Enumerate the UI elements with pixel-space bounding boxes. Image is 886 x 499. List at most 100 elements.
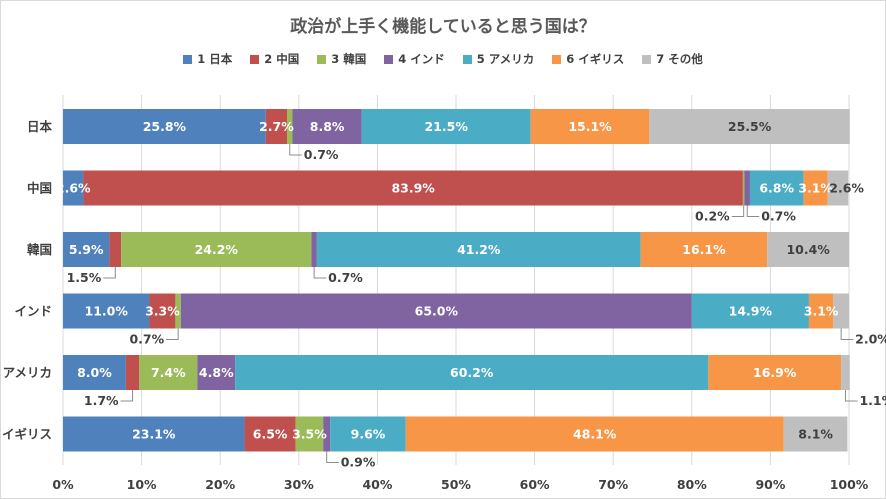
bar-segment bbox=[744, 170, 750, 206]
data-label: 0.7% bbox=[129, 332, 164, 347]
bar-segment bbox=[139, 355, 198, 390]
bar-segment bbox=[742, 170, 745, 206]
legend-label: 3 韓国 bbox=[331, 52, 367, 66]
data-label: 2.6% bbox=[56, 181, 91, 196]
legend-label: 4 インド bbox=[398, 52, 445, 66]
bar-segment bbox=[180, 293, 692, 329]
legend-swatch bbox=[384, 54, 394, 64]
data-label: 7.4% bbox=[151, 365, 186, 380]
data-label: 3.1% bbox=[804, 304, 839, 319]
bar-segment bbox=[292, 109, 362, 144]
bar-segment bbox=[361, 109, 531, 144]
x-tick-label: 10% bbox=[127, 477, 157, 492]
legend-label: 2 中国 bbox=[264, 52, 300, 66]
x-tick-label: 100% bbox=[830, 477, 869, 492]
bar-segment bbox=[63, 170, 84, 206]
bar-segment bbox=[330, 416, 406, 452]
bar-segment bbox=[149, 293, 176, 329]
x-tick-label: 70% bbox=[598, 477, 628, 492]
data-label: 0.2% bbox=[695, 209, 730, 224]
data-label: 4.8% bbox=[199, 365, 234, 380]
data-label: 65.0% bbox=[415, 304, 459, 319]
data-label: 23.1% bbox=[132, 427, 176, 442]
data-label: 8.1% bbox=[798, 427, 833, 442]
legend-label: 1 日本 bbox=[197, 52, 233, 66]
bar-segment bbox=[827, 170, 849, 206]
bar-segment bbox=[783, 416, 848, 452]
bar-segment bbox=[833, 293, 849, 329]
legend-label: 7 その他 bbox=[656, 52, 703, 66]
data-label: 41.2% bbox=[457, 242, 501, 257]
data-label: 3.1% bbox=[798, 181, 833, 196]
bar-segment bbox=[235, 355, 709, 390]
bar-segment bbox=[841, 355, 850, 390]
bar-segment bbox=[405, 416, 784, 452]
data-label: 10.4% bbox=[786, 242, 830, 257]
legend-item: 3 韓国 bbox=[317, 51, 366, 67]
callout-line bbox=[120, 390, 134, 402]
bar-segment bbox=[640, 232, 768, 267]
category-label: 日本 bbox=[27, 119, 53, 134]
bar-segment bbox=[197, 355, 236, 390]
data-label: 6.5% bbox=[253, 427, 288, 442]
data-label: 14.9% bbox=[729, 304, 773, 319]
data-label: 16.1% bbox=[682, 242, 726, 257]
x-tick-label: 50% bbox=[441, 477, 471, 492]
data-label: 0.9% bbox=[341, 455, 376, 470]
bar-segment bbox=[749, 170, 804, 206]
bar-segment bbox=[63, 232, 110, 267]
legend-item: 6 イギリス bbox=[552, 51, 624, 67]
data-label: 9.6% bbox=[351, 427, 386, 442]
bar-segment bbox=[323, 416, 331, 452]
x-tick-label: 80% bbox=[677, 477, 707, 492]
bar-segment bbox=[125, 355, 140, 390]
bar-segment bbox=[63, 355, 126, 390]
legend-item: 5 アメリカ bbox=[462, 51, 535, 67]
data-label: 21.5% bbox=[424, 119, 468, 134]
data-label: 3.5% bbox=[292, 427, 327, 442]
callout-line bbox=[840, 328, 854, 340]
data-label: 1.7% bbox=[84, 393, 119, 408]
bar-segment bbox=[121, 232, 312, 267]
bar-segment bbox=[691, 293, 809, 329]
bar-segment bbox=[175, 293, 181, 329]
callout-line bbox=[844, 390, 858, 402]
bar-segment bbox=[63, 416, 245, 452]
x-tick-label: 40% bbox=[362, 477, 392, 492]
callout-line bbox=[289, 144, 302, 156]
data-label: 2.0% bbox=[855, 332, 886, 347]
data-label: 8.8% bbox=[310, 119, 345, 134]
data-label: 25.8% bbox=[143, 119, 187, 134]
bar-segment bbox=[708, 355, 842, 390]
data-label: 6.8% bbox=[759, 181, 794, 196]
category-label: アメリカ bbox=[3, 365, 52, 380]
callout-line bbox=[731, 205, 745, 217]
data-label: 25.5% bbox=[728, 119, 772, 134]
data-label: 0.7% bbox=[304, 147, 339, 162]
category-label: イギリス bbox=[2, 427, 52, 442]
data-label: 0.7% bbox=[761, 209, 796, 224]
bar-segment bbox=[63, 293, 150, 329]
bar-segment bbox=[316, 232, 641, 267]
bar-segment bbox=[803, 170, 828, 206]
x-tick-label: 30% bbox=[284, 477, 314, 492]
category-label: 韓国 bbox=[27, 242, 52, 257]
bar-segment bbox=[530, 109, 650, 144]
legend-label: 5 アメリカ bbox=[476, 52, 535, 66]
data-label: 1.1% bbox=[859, 393, 886, 408]
category-label: 中国 bbox=[27, 181, 52, 196]
bar-segment bbox=[83, 170, 743, 206]
x-tick-label: 90% bbox=[755, 477, 785, 492]
legend-swatch bbox=[317, 54, 327, 64]
bar-segment bbox=[649, 109, 850, 144]
data-label: 8.0% bbox=[77, 365, 112, 380]
data-label: 3.3% bbox=[145, 304, 180, 319]
callout-line bbox=[326, 451, 339, 463]
data-label: 5.9% bbox=[69, 242, 104, 257]
data-label: 2.6% bbox=[829, 181, 864, 196]
data-label: 60.2% bbox=[450, 365, 494, 380]
legend-swatch bbox=[552, 54, 562, 64]
data-label: 24.2% bbox=[195, 242, 239, 257]
bar-segment bbox=[265, 109, 288, 144]
